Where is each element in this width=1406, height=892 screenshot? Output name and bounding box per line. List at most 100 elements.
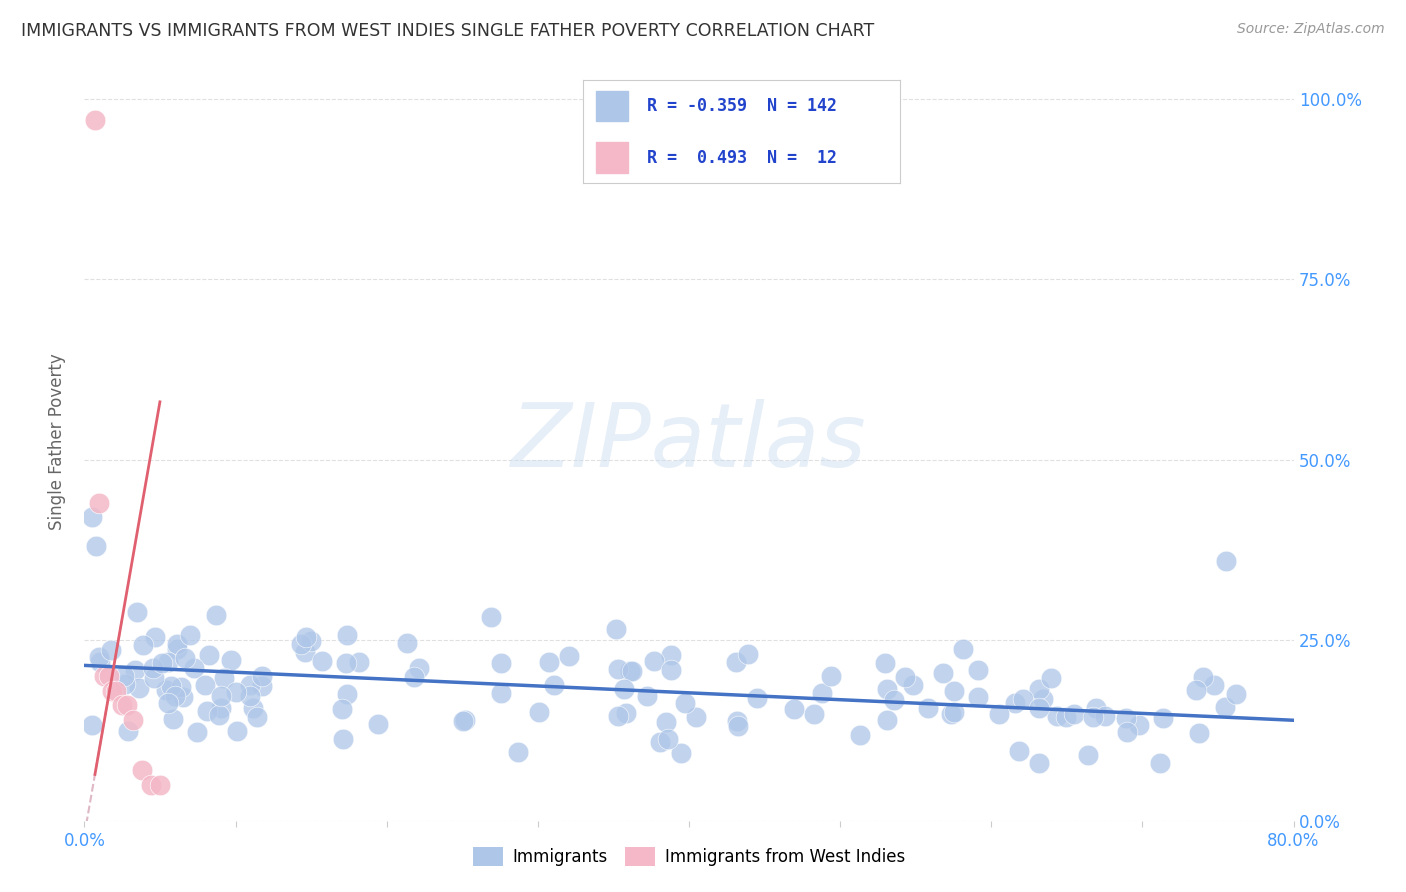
- Point: [917, 701, 939, 715]
- Point: [942, 706, 965, 720]
- Point: [1032, 692, 1054, 706]
- Point: [1028, 756, 1050, 771]
- Point: [543, 678, 565, 692]
- Point: [195, 704, 218, 718]
- Point: [114, 677, 136, 691]
- Point: [294, 645, 316, 659]
- Point: [1063, 707, 1085, 722]
- Text: IMMIGRANTS VS IMMIGRANTS FROM WEST INDIES SINGLE FATHER POVERTY CORRELATION CHAR: IMMIGRANTS VS IMMIGRANTS FROM WEST INDIE…: [21, 22, 875, 40]
- Point: [238, 689, 260, 703]
- Point: [685, 710, 707, 724]
- Point: [606, 662, 628, 676]
- Point: [489, 656, 512, 670]
- Point: [727, 718, 749, 732]
- Point: [1085, 700, 1108, 714]
- Point: [876, 681, 898, 696]
- Point: [557, 648, 579, 663]
- Point: [454, 713, 477, 727]
- Point: [538, 655, 561, 669]
- Point: [967, 690, 990, 704]
- Point: [408, 661, 430, 675]
- Point: [903, 678, 925, 692]
- Point: [1152, 711, 1174, 725]
- Point: [117, 723, 139, 738]
- Point: [659, 648, 682, 662]
- Point: [643, 654, 665, 668]
- Point: [396, 636, 419, 650]
- Point: [614, 706, 637, 720]
- Point: [942, 684, 965, 698]
- Point: [150, 656, 173, 670]
- Point: [172, 690, 194, 705]
- Point: [451, 714, 474, 728]
- Point: [1028, 701, 1050, 715]
- Point: [250, 669, 273, 683]
- Point: [1215, 554, 1237, 568]
- Point: [209, 701, 232, 715]
- Point: [657, 731, 679, 746]
- Point: [1004, 696, 1026, 710]
- Point: [250, 679, 273, 693]
- Point: [636, 690, 658, 704]
- Point: [367, 717, 389, 731]
- Point: [89, 649, 111, 664]
- Text: R = -0.359  N = 142: R = -0.359 N = 142: [647, 97, 837, 115]
- Point: [156, 696, 179, 710]
- Text: Source: ZipAtlas.com: Source: ZipAtlas.com: [1237, 22, 1385, 37]
- Point: [89, 496, 111, 510]
- Point: [209, 689, 232, 703]
- Point: [131, 763, 153, 777]
- Point: [80, 718, 103, 732]
- Point: [170, 680, 193, 694]
- Point: [1188, 726, 1211, 740]
- Point: [186, 725, 208, 739]
- Point: [1028, 682, 1050, 697]
- Point: [931, 666, 953, 681]
- Point: [1185, 682, 1208, 697]
- Point: [124, 663, 146, 677]
- Point: [620, 664, 643, 678]
- Point: [105, 683, 128, 698]
- Point: [1046, 709, 1069, 723]
- Point: [619, 665, 641, 679]
- Point: [174, 650, 197, 665]
- Point: [295, 631, 318, 645]
- Point: [489, 686, 512, 700]
- Point: [783, 702, 806, 716]
- Point: [143, 630, 166, 644]
- Point: [80, 510, 103, 524]
- Bar: [596, 142, 627, 173]
- Point: [820, 669, 842, 683]
- Point: [197, 648, 219, 662]
- Point: [246, 709, 269, 723]
- Point: [214, 671, 236, 685]
- Point: [142, 671, 165, 685]
- Point: [1225, 687, 1247, 701]
- Point: [239, 678, 262, 692]
- Point: [93, 669, 115, 683]
- Point: [149, 778, 172, 792]
- Legend: Immigrants, Immigrants from West Indies: Immigrants, Immigrants from West Indies: [467, 840, 911, 873]
- Point: [876, 714, 898, 728]
- Point: [875, 656, 897, 670]
- Point: [966, 663, 988, 677]
- Point: [142, 661, 165, 675]
- Point: [166, 637, 188, 651]
- Point: [481, 609, 503, 624]
- Point: [335, 656, 357, 670]
- Point: [803, 706, 825, 721]
- Point: [606, 709, 628, 723]
- Point: [290, 637, 312, 651]
- Point: [988, 707, 1011, 722]
- Point: [336, 687, 359, 701]
- Point: [737, 647, 759, 661]
- Point: [86, 539, 108, 553]
- Point: [155, 683, 177, 698]
- Point: [849, 728, 872, 742]
- Point: [1094, 709, 1116, 723]
- Point: [125, 605, 148, 619]
- Point: [1040, 671, 1063, 685]
- Point: [100, 683, 122, 698]
- Point: [893, 670, 915, 684]
- Point: [84, 113, 107, 128]
